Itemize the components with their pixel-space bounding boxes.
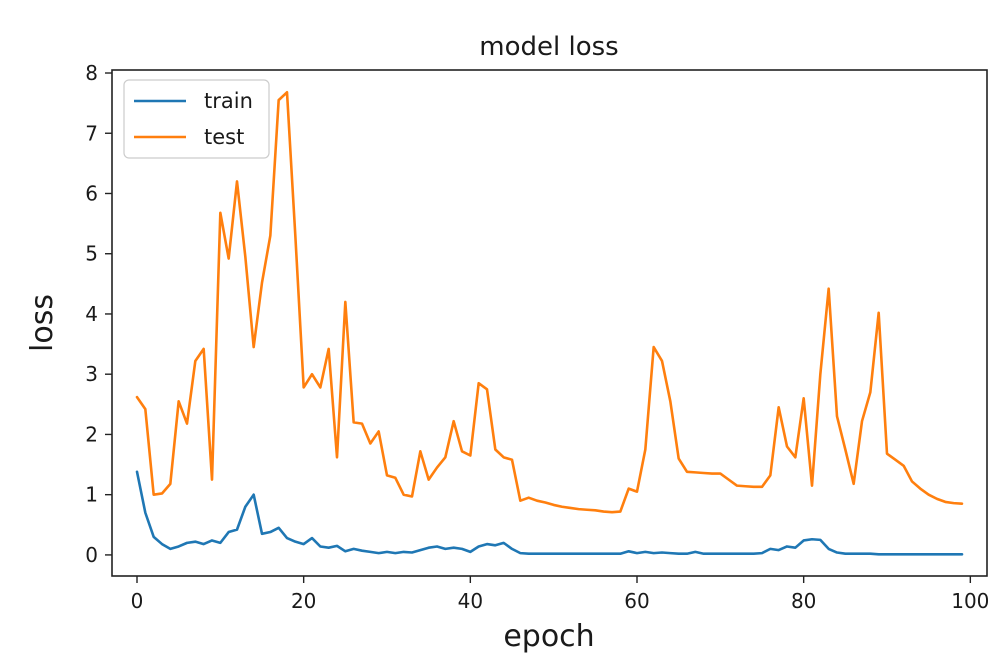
y-tick-label: 2 xyxy=(85,422,98,446)
legend-box xyxy=(123,79,270,159)
y-tick-label: 3 xyxy=(85,362,98,386)
y-tick-label: 8 xyxy=(85,61,98,85)
x-tick-label: 100 xyxy=(951,589,989,613)
series-layer xyxy=(135,90,964,556)
y-tick-label: 1 xyxy=(85,483,98,507)
y-tick-label: 5 xyxy=(85,242,98,266)
series-line-test xyxy=(135,90,964,514)
x-axis-ticks: 0 20 40 60 80 100 xyxy=(131,576,989,613)
series-line-train xyxy=(135,470,964,556)
x-tick-label: 40 xyxy=(458,589,483,613)
x-tick-label: 0 xyxy=(131,589,144,613)
x-axis-label: epoch xyxy=(503,619,594,654)
y-axis-ticks: 0 1 2 3 4 5 6 7 8 xyxy=(85,61,112,567)
x-tick-label: 20 xyxy=(291,589,316,613)
chart-title: model loss xyxy=(479,32,618,62)
legend-label-test: test xyxy=(204,125,244,149)
plot-area xyxy=(111,69,988,577)
legend-label-train: train xyxy=(204,89,253,113)
y-tick-label: 6 xyxy=(85,181,98,205)
x-tick-label: 80 xyxy=(791,589,816,613)
y-tick-label: 0 xyxy=(85,543,98,567)
x-tick-label: 60 xyxy=(624,589,649,613)
y-axis-label: loss xyxy=(25,294,60,352)
legend: train test xyxy=(123,79,270,159)
y-tick-label: 4 xyxy=(85,302,98,326)
y-tick-label: 7 xyxy=(85,121,98,145)
